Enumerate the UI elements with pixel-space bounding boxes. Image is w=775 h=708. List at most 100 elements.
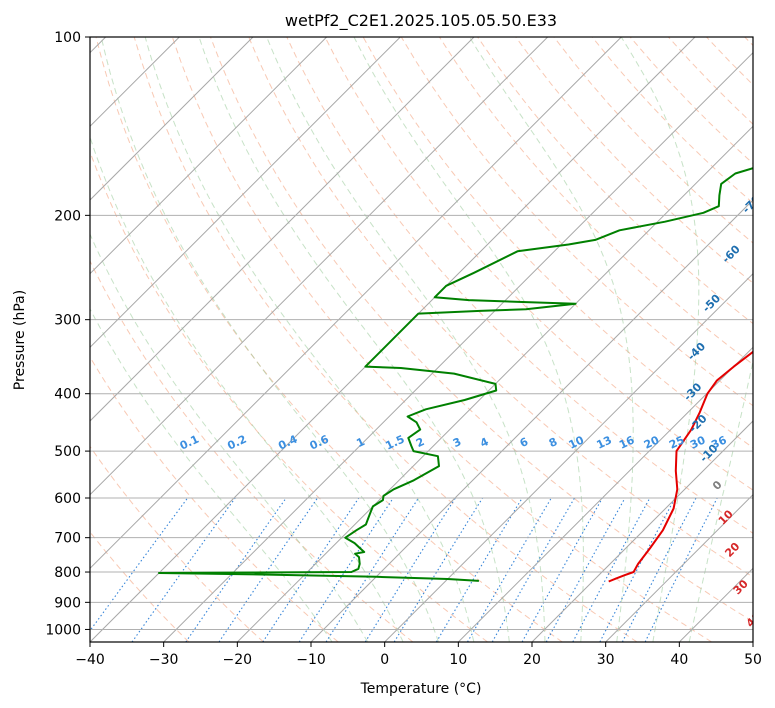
dewpoint-profile-line	[158, 167, 753, 582]
isotherm-line	[752, 641, 753, 642]
isotherm-line	[605, 493, 753, 642]
mixing-ratio-line	[90, 497, 189, 632]
isotherm-line	[90, 37, 622, 570]
x-axis-ticks: −40 −30 −20 −10 0 10 20 30 40 50	[75, 642, 762, 668]
isotherm-line	[90, 37, 328, 275]
mixing-ratio-label: 2	[414, 435, 426, 450]
mixing-ratio-label: 36	[709, 433, 729, 451]
y-axis-ticks: 100 200 300 400 500 600 700 800 900 1000	[45, 30, 90, 638]
y-tick-label: 1000	[45, 622, 81, 638]
isotherm-label: -70	[740, 193, 763, 216]
mixing-ratio-line	[393, 497, 483, 642]
mixing-ratio-label: 0.1	[178, 433, 201, 453]
mixing-ratio-label: 13	[595, 433, 614, 451]
moist-adiabat	[266, 37, 546, 642]
y-axis-label: Pressure (hPa)	[12, 290, 28, 390]
dry-adiabat	[90, 356, 339, 642]
y-tick-label: 100	[54, 30, 81, 46]
isotherm-line	[90, 37, 549, 496]
y-tick-label: 200	[54, 208, 81, 224]
dry-adiabat	[248, 37, 753, 578]
dry-adiabat	[210, 37, 753, 623]
moist-adiabat	[100, 37, 439, 642]
y-tick-label: 300	[54, 313, 81, 329]
mixing-ratio-label: 6	[518, 435, 531, 450]
x-tick-label: −20	[223, 652, 253, 668]
mixing-ratio-line	[262, 497, 360, 642]
x-tick-label: −10	[296, 652, 326, 668]
y-tick-label: 400	[54, 387, 81, 403]
isotherm-line	[236, 125, 753, 642]
y-tick-label: 500	[54, 444, 81, 460]
mixing-ratio-label: 20	[642, 433, 662, 451]
mixing-ratio-label: 8	[547, 435, 559, 450]
mixing-ratio-label: 25	[667, 433, 686, 451]
mixing-ratio-line	[545, 497, 626, 642]
isotherm-label: -40	[685, 340, 708, 363]
y-tick-label: 800	[54, 565, 81, 581]
moist-adiabat	[620, 37, 700, 642]
isotherm-line	[384, 272, 753, 642]
dry-adiabat	[591, 37, 753, 204]
x-tick-label: 10	[449, 652, 467, 668]
moist-adiabat	[144, 37, 475, 642]
dry-adiabat	[90, 259, 414, 642]
isotherm-label: 0	[710, 478, 725, 493]
y-tick-label: 700	[54, 531, 81, 547]
x-tick-label: 20	[523, 652, 541, 668]
dry-adiabat	[553, 37, 753, 244]
isotherm-line	[163, 51, 753, 642]
isotherm-line	[90, 37, 475, 422]
x-tick-label: 0	[380, 652, 389, 668]
moist-adiabat	[90, 135, 404, 642]
x-tick-label: −40	[75, 652, 105, 668]
x-tick-label: 30	[597, 652, 615, 668]
profile-series	[158, 167, 753, 583]
dry-adiabat	[324, 37, 753, 491]
isotherm-label: 20	[722, 540, 742, 560]
mixing-ratio-line	[621, 497, 697, 642]
isotherm-label: -60	[720, 242, 743, 265]
dry-adiabat	[90, 531, 190, 642]
dry-adiabat	[744, 37, 753, 47]
mixing-ratio-line	[218, 497, 318, 642]
dry-adiabat	[706, 37, 753, 86]
mixing-ratio-line	[325, 497, 419, 642]
isotherm-label: 40	[744, 610, 764, 630]
dry-adiabat	[171, 37, 712, 642]
mixing-ratio-label: 30	[688, 433, 708, 451]
y-tick-label: 600	[54, 491, 81, 507]
mixing-ratio-line	[364, 497, 456, 642]
isotherm-line	[90, 37, 254, 201]
mixing-ratio-line	[131, 497, 236, 642]
isotherm-line	[90, 37, 401, 349]
moist-adiabat	[688, 358, 753, 642]
x-tick-label: −30	[149, 652, 179, 668]
mixing-ratio-line	[435, 497, 523, 642]
mixing-ratio-label: 0.2	[225, 433, 248, 453]
x-tick-label: 40	[670, 652, 688, 668]
grid	[90, 37, 753, 642]
reference-curve	[0, 37, 64, 642]
isotherm-label: -80	[757, 146, 775, 169]
moist-adiabat	[353, 37, 584, 642]
mixing-ratio-line	[599, 497, 676, 642]
background-lines	[0, 37, 753, 642]
x-axis-label: Temperature (°C)	[360, 681, 482, 697]
isotherm-line	[310, 199, 753, 642]
mixing-ratio-label: 16	[617, 433, 637, 451]
isotherm-label: 30	[731, 577, 751, 597]
dry-adiabat	[133, 37, 638, 642]
mixing-ratio-label: 4	[478, 435, 491, 450]
plot-frame	[89, 36, 754, 643]
moist-adiabat	[90, 232, 369, 642]
mixing-ratio-label: 10	[567, 433, 587, 451]
x-tick-label: 50	[744, 652, 762, 668]
moist-adiabat	[198, 37, 510, 642]
isotherm-label: -30	[681, 380, 704, 403]
mixing-ratio-label: 1.5	[383, 433, 406, 453]
moist-adiabat	[90, 308, 333, 642]
isotherm-line	[531, 420, 753, 642]
